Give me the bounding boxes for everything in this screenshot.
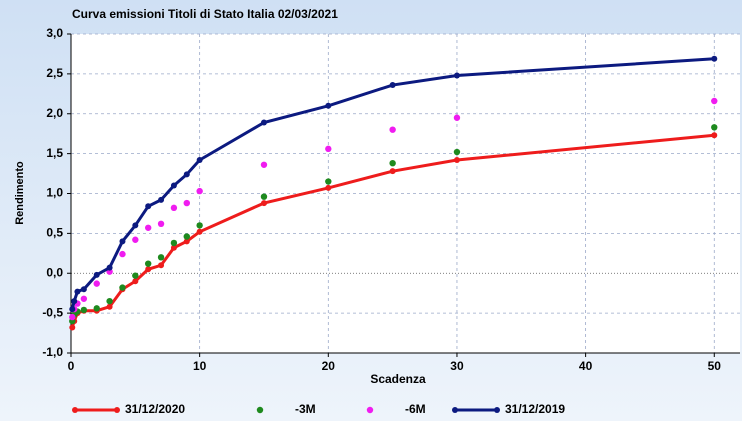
data-point	[157, 254, 165, 261]
data-point	[119, 284, 126, 291]
y-tick-label: 2,0	[46, 106, 63, 120]
data-point	[144, 224, 152, 231]
y-tick-label: 3,0	[46, 26, 63, 40]
legend-label: -6M	[405, 402, 426, 416]
data-point	[144, 260, 152, 267]
data-point	[196, 187, 203, 195]
y-tick-label: -0,5	[42, 305, 63, 319]
data-point	[453, 114, 461, 121]
data-point	[132, 278, 139, 285]
data-point	[170, 204, 178, 212]
data-point	[325, 184, 332, 191]
data-point	[260, 119, 267, 126]
data-point	[453, 157, 460, 164]
data-point	[183, 238, 190, 245]
data-point	[389, 159, 396, 167]
x-axis-label: Scadenza	[370, 372, 426, 386]
data-point	[119, 238, 126, 245]
legend-label: 31/12/2020	[125, 402, 185, 416]
data-point	[69, 306, 76, 313]
legend-label: -3M	[295, 402, 316, 416]
data-point	[170, 244, 177, 251]
data-point	[711, 132, 718, 139]
data-point	[453, 72, 460, 79]
data-point	[196, 157, 203, 164]
data-point	[260, 200, 267, 207]
data-point	[170, 182, 177, 189]
data-point	[132, 222, 139, 229]
legend-marker	[452, 407, 458, 413]
data-point	[157, 220, 165, 228]
data-point	[711, 55, 718, 62]
data-point	[325, 145, 332, 153]
x-tick-label: 20	[322, 359, 336, 373]
y-tick-label: -1,0	[42, 345, 63, 359]
data-point	[106, 297, 113, 305]
legend-marker	[256, 406, 264, 414]
data-point	[93, 280, 100, 287]
x-tick-label: 30	[450, 359, 464, 373]
data-point	[80, 306, 88, 314]
data-point	[74, 288, 81, 295]
data-point	[183, 199, 190, 207]
data-point	[325, 178, 332, 185]
data-point	[106, 303, 113, 310]
data-point	[170, 239, 178, 247]
data-point	[183, 171, 190, 178]
legend-marker	[494, 407, 500, 413]
data-point	[119, 250, 126, 258]
x-tick-label: 50	[708, 359, 722, 373]
legend-marker	[114, 407, 120, 413]
data-point	[389, 126, 396, 133]
data-point	[158, 262, 165, 269]
data-point	[325, 102, 332, 109]
data-point	[80, 295, 88, 302]
y-tick-label: 1,5	[46, 146, 63, 160]
y-axis-label: Rendimento	[14, 161, 26, 225]
data-point	[158, 196, 165, 203]
x-tick-label: 40	[579, 359, 593, 373]
data-point	[196, 228, 203, 235]
y-tick-label: 0,0	[46, 265, 63, 279]
data-point	[145, 203, 152, 210]
data-point	[69, 324, 76, 331]
x-tick-label: 0	[68, 359, 75, 373]
data-point	[196, 222, 203, 229]
data-point	[93, 271, 100, 278]
data-point	[145, 266, 152, 273]
y-tick-label: 0,5	[46, 226, 63, 240]
y-tick-label: 1,0	[46, 186, 63, 200]
data-point	[183, 233, 190, 240]
data-point	[260, 161, 268, 168]
legend-marker	[366, 406, 374, 414]
data-point	[106, 264, 113, 271]
data-point	[711, 124, 718, 131]
legend-label: 31/12/2019	[505, 402, 565, 416]
x-tick-label: 10	[193, 359, 207, 373]
data-point	[453, 148, 461, 156]
legend-marker	[72, 407, 78, 413]
data-point	[389, 82, 396, 89]
data-point	[71, 298, 78, 305]
plot-area	[71, 34, 740, 353]
data-point	[132, 272, 139, 279]
data-point	[80, 286, 87, 293]
data-point	[711, 97, 718, 105]
data-point	[389, 168, 396, 175]
chart-title: Curva emissioni Titoli di Stato Italia 0…	[72, 7, 338, 21]
data-point	[260, 193, 268, 200]
data-point	[93, 305, 100, 312]
y-tick-label: 2,5	[46, 66, 63, 80]
data-point	[132, 236, 139, 243]
data-point	[69, 313, 76, 321]
